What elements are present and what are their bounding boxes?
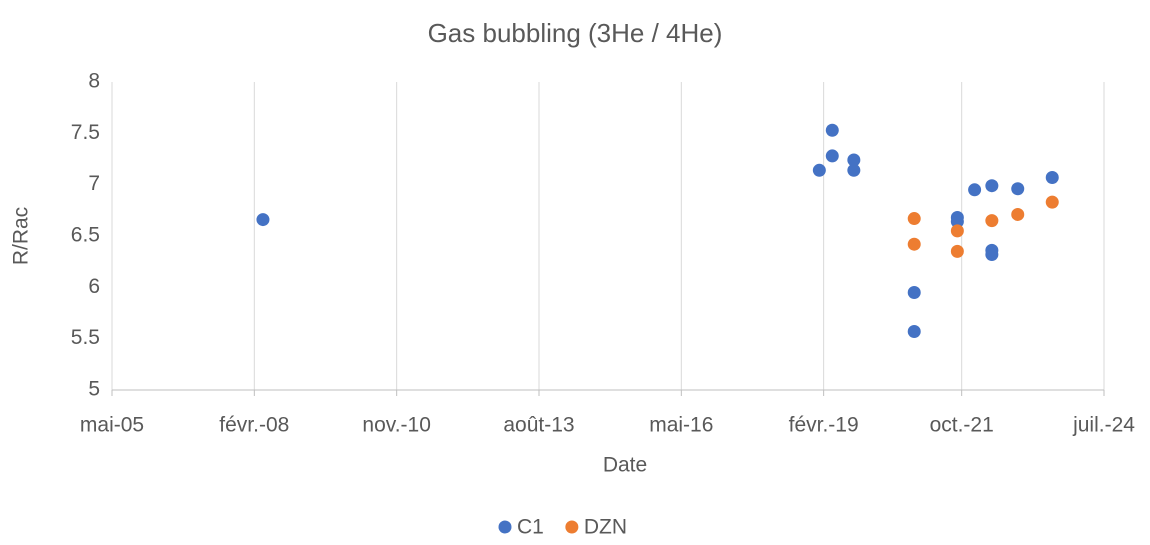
x-tick-label: août-13: [503, 414, 574, 437]
point: [825, 123, 839, 137]
y-axis-label: R/Rac: [10, 207, 33, 265]
point: [950, 224, 964, 238]
point: [1045, 195, 1059, 209]
legend-marker: [498, 520, 512, 534]
y-tick-label: 6.5: [71, 224, 100, 247]
x-tick-label: mai-16: [649, 414, 713, 437]
x-axis-label: Date: [603, 454, 647, 477]
x-tick-label: févr.-19: [789, 414, 859, 437]
point: [985, 214, 999, 228]
y-tick-label: 5: [88, 378, 100, 401]
point: [847, 163, 861, 177]
point: [985, 247, 999, 261]
legend-label: DZN: [584, 516, 627, 539]
x-tick-label: oct.-21: [930, 414, 994, 437]
point: [1045, 170, 1059, 184]
point: [256, 213, 270, 227]
x-tick-label: juil.-24: [1072, 414, 1135, 437]
point: [968, 183, 982, 197]
point: [907, 285, 921, 299]
point: [1011, 207, 1025, 221]
y-tick-label: 7.5: [71, 121, 100, 144]
point: [812, 163, 826, 177]
x-tick-label: nov.-10: [362, 414, 431, 437]
point: [907, 212, 921, 226]
y-tick-label: 7: [88, 172, 100, 195]
x-tick-label: févr.-08: [219, 414, 289, 437]
y-tick-label: 8: [88, 70, 100, 93]
point: [950, 215, 964, 229]
point: [985, 179, 999, 193]
legend-marker: [565, 520, 579, 534]
chart-title: Gas bubbling (3He / 4He): [428, 18, 723, 48]
x-tick-label: mai-05: [80, 414, 144, 437]
y-tick-label: 5.5: [71, 326, 100, 349]
y-tick-label: 6: [88, 275, 100, 298]
point: [1011, 182, 1025, 196]
point: [907, 324, 921, 338]
legend-label: C1: [517, 516, 544, 539]
point: [847, 153, 861, 167]
point: [825, 149, 839, 163]
point: [907, 237, 921, 251]
point: [950, 244, 964, 258]
